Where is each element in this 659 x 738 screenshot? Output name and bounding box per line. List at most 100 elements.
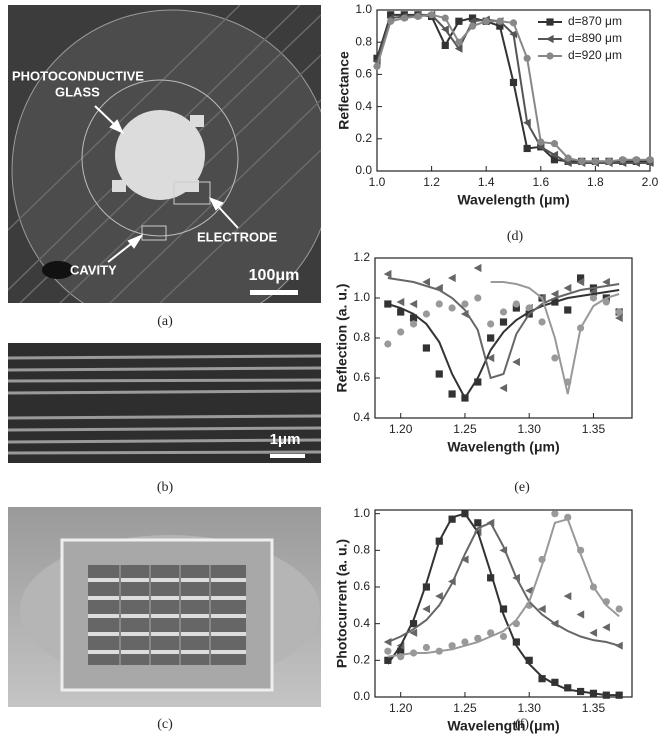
y-tick-label: 0.4 [353,616,370,630]
data-marker [564,592,572,600]
scale-bar [270,454,305,458]
data-marker [373,63,380,70]
data-marker [524,145,531,152]
series-line [388,523,619,646]
data-marker [537,138,544,145]
data-marker [565,155,572,162]
y-tick-label: 0.8 [353,543,370,557]
y-tick-label: 0.0 [353,689,370,703]
y-tick-label: 0.8 [353,330,370,344]
cross-section-image: 1μm [8,343,321,463]
data-marker [442,42,449,49]
data-marker [474,294,481,301]
data-marker [616,605,623,612]
data-marker [551,354,558,361]
y-tick-label: 0.6 [355,67,372,81]
data-marker [500,318,507,325]
data-marker [448,274,456,282]
data-marker [483,18,490,25]
data-marker [512,358,520,366]
data-marker [538,318,545,325]
data-marker [646,156,653,163]
data-marker [423,644,430,651]
data-marker [564,284,572,292]
data-marker [487,320,494,327]
data-marker [633,156,640,163]
annotation: GLASS [55,84,100,99]
y-axis-title: Photocurrent (a. u.) [334,539,350,668]
data-marker [436,370,443,377]
legend-label: d=870 μm [568,14,622,28]
data-marker [410,320,417,327]
x-tick-label: 1.25 [453,701,477,715]
data-marker [510,79,517,86]
data-marker [435,592,443,600]
series-line [388,514,619,696]
panel-label: (b) [157,480,174,495]
data-marker [397,328,404,335]
legend-label: d=890 μm [568,31,622,45]
data-marker [469,23,476,30]
y-tick-label: 0.2 [355,131,372,145]
scale-bar [250,290,298,295]
data-marker [428,11,435,18]
data-marker [449,390,456,397]
annotation: CAVITY [70,262,117,277]
data-marker [577,610,585,618]
legend-marker [546,18,553,25]
panel-label: (c) [157,717,173,732]
x-tick-label: 1.6 [532,175,549,189]
series-line [388,290,619,398]
x-tick-label: 1.35 [582,701,606,715]
legend-marker [546,52,553,59]
data-marker [455,18,462,25]
y-tick-label: 1.0 [353,290,370,304]
data-marker [436,300,443,307]
x-tick-label: 1.2 [423,175,440,189]
data-marker [449,304,456,311]
scale-bar-label: 100μm [249,267,300,284]
y-tick-label: 0.4 [355,99,372,113]
y-tick-label: 0.6 [353,370,370,384]
data-marker [592,158,599,165]
annotation: ELECTRODE [197,229,278,244]
x-tick-label: 2.0 [642,175,659,189]
data-marker [602,623,610,631]
x-tick-label: 1.4 [478,175,495,189]
data-marker [551,510,558,517]
data-marker [590,294,597,301]
y-tick-label: 0.6 [353,579,370,593]
data-marker [513,300,520,307]
data-marker [499,384,507,392]
y-tick-label: 1.2 [353,250,370,264]
data-marker [564,306,571,313]
data-marker [487,334,494,341]
data-marker [414,13,421,20]
data-marker [500,308,507,315]
x-axis-title: Wavelength (μm) [447,718,559,734]
plot-frame [375,510,632,697]
data-marker [616,308,623,315]
data-marker [474,519,481,526]
x-tick-label: 1.35 [582,422,606,436]
data-marker [524,55,531,62]
x-tick-label: 1.20 [389,701,413,715]
data-marker [423,344,430,351]
data-marker [384,270,392,278]
data-marker [578,158,585,165]
annotation: PHOTOCONDUCTIVE [12,68,144,83]
y-axis-title: Reflection (a. u.) [334,284,350,393]
x-tick-label: 1.20 [389,422,413,436]
y-tick-label: 0.2 [353,653,370,667]
legend-label: d=920 μm [568,48,622,62]
data-marker [510,19,517,26]
data-marker [387,18,394,25]
data-marker [442,14,449,21]
sem-image: PHOTOCONDUCTIVE GLASS ELECTRODE CAVITY 1… [8,5,332,330]
panel-label: (d) [507,229,524,244]
x-axis-title: Wavelength (μm) [457,192,569,208]
x-tick-label: 1.25 [453,422,477,436]
panel-label: (e) [514,480,530,495]
electrode-tab [112,180,126,192]
